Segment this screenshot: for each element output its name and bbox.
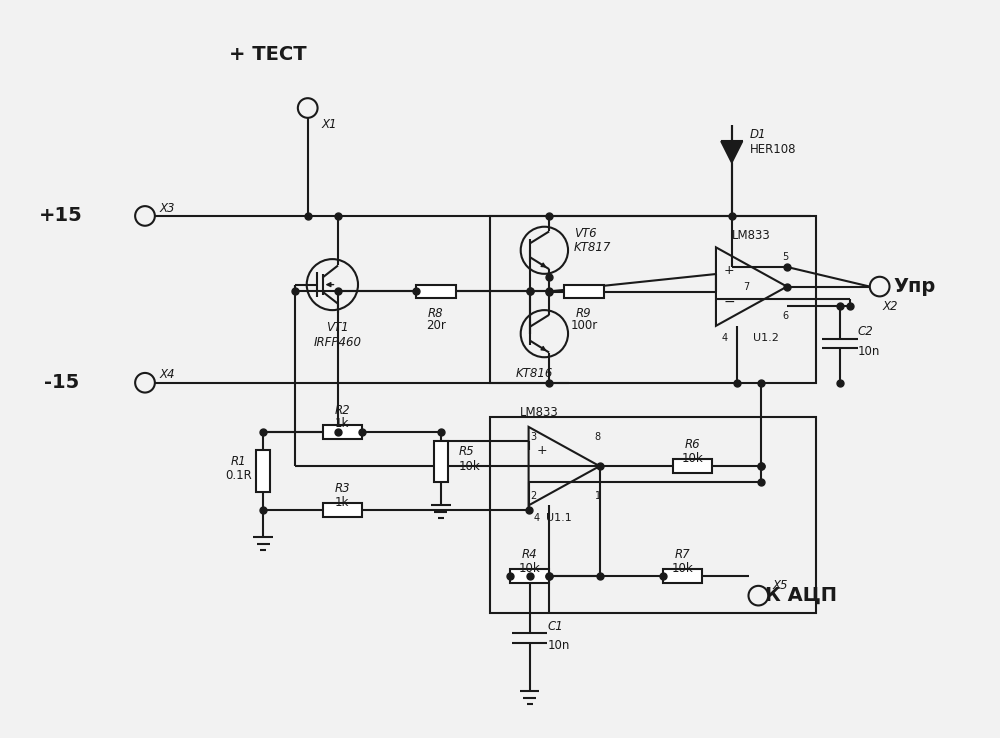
Bar [673,459,712,473]
Text: 10n: 10n [547,639,570,652]
Text: X5: X5 [772,579,788,593]
Text: D1: D1 [749,128,766,141]
Bar [434,441,448,482]
Text: 5: 5 [782,252,788,262]
Polygon shape [721,142,743,163]
Text: R2: R2 [334,404,350,417]
Text: +: + [537,444,547,457]
Text: К АЦП: К АЦП [765,586,837,605]
Text: 6: 6 [782,311,788,321]
Text: VT1: VT1 [326,321,349,334]
Text: Упр: Упр [893,277,935,296]
Text: X1: X1 [322,118,337,131]
Text: KT816: KT816 [516,368,553,380]
Bar [663,569,702,583]
Text: −: − [536,475,548,489]
Bar [256,450,270,492]
Text: 3: 3 [531,432,537,442]
Text: +: + [724,264,735,277]
Text: X2: X2 [883,300,898,313]
Bar [510,569,549,583]
Text: 10k: 10k [519,562,540,575]
Text: R3: R3 [334,482,350,495]
Text: R1: R1 [231,455,246,468]
Text: R5: R5 [459,445,474,458]
Text: 100r: 100r [570,320,597,332]
Text: 0.1R: 0.1R [225,469,252,483]
Text: LM833: LM833 [732,229,771,241]
Bar [322,503,362,517]
Text: + ТЕСТ: + ТЕСТ [229,44,307,63]
Text: U1.2: U1.2 [753,333,779,343]
Circle shape [135,373,155,393]
Text: C1: C1 [547,620,563,632]
Bar [490,216,816,383]
Text: KT817: KT817 [574,241,611,254]
Text: −: − [723,295,735,309]
Bar [490,417,816,613]
Text: VT6: VT6 [574,227,597,240]
Text: 8: 8 [595,432,601,442]
Text: R6: R6 [684,438,700,451]
Text: LM833: LM833 [520,406,559,418]
Circle shape [135,206,155,226]
Text: X4: X4 [160,368,175,382]
Text: 2: 2 [531,491,537,500]
Text: 4: 4 [534,513,540,523]
Bar [416,285,456,298]
Text: 1: 1 [595,491,601,500]
Text: 1k: 1k [335,496,349,509]
Text: +15: +15 [39,207,83,225]
Text: X3: X3 [160,201,175,215]
Text: 10k: 10k [672,562,693,575]
Bar [564,285,604,298]
Text: 10n: 10n [858,345,880,358]
Text: C2: C2 [858,325,874,338]
Text: R9: R9 [576,306,592,320]
Text: 1k: 1k [335,418,349,430]
Text: 10k: 10k [681,452,703,465]
Text: -15: -15 [44,373,79,392]
Text: 20r: 20r [426,320,446,332]
Circle shape [870,277,890,297]
Text: HER108: HER108 [749,142,796,156]
Text: 10k: 10k [459,460,480,472]
Text: 4: 4 [721,333,727,343]
Circle shape [749,586,768,605]
Text: U1.1: U1.1 [546,513,572,523]
Text: 7: 7 [743,282,750,292]
Text: IRFP460: IRFP460 [313,336,361,349]
Circle shape [298,98,318,118]
Text: R7: R7 [675,548,690,561]
Text: R4: R4 [522,548,537,561]
Bar [322,425,362,438]
Text: R8: R8 [428,306,444,320]
